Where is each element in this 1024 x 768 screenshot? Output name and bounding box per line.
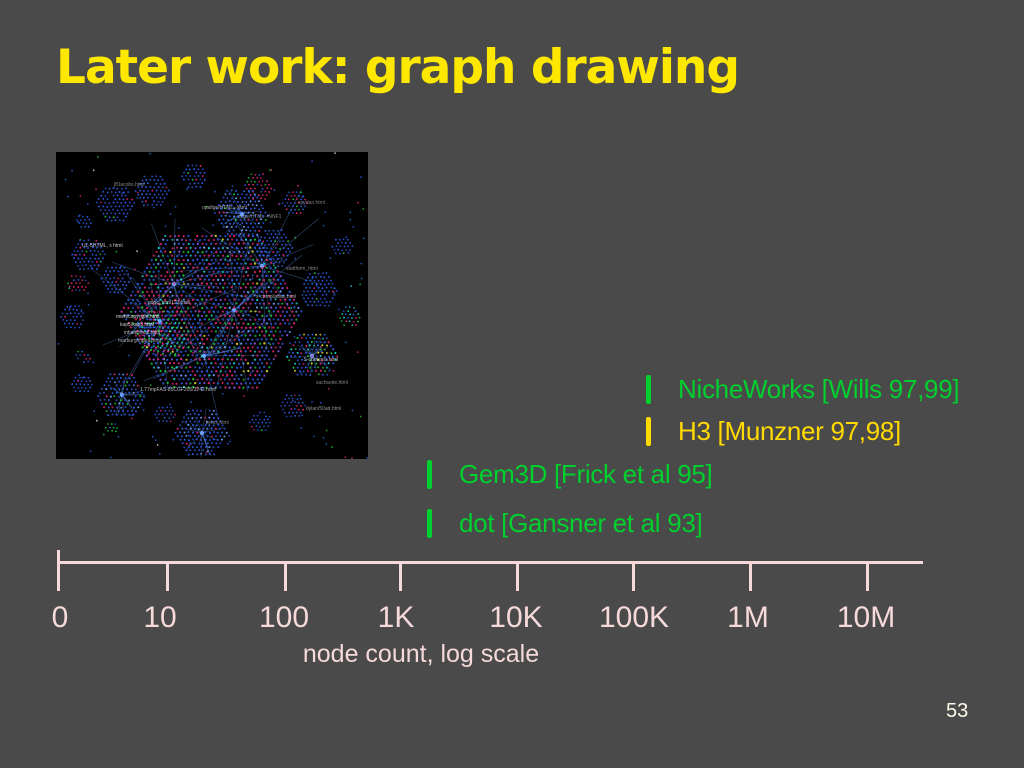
annotation-label: NicheWorks [Wills 97,99]: [678, 373, 960, 404]
annotation-label: dot [Gansner et al 93]: [459, 507, 703, 538]
svg-text:spyrlan.html: spyrlan.html: [298, 200, 325, 206]
annotation-label: Gem3D [Frick et al 95]: [459, 458, 713, 489]
svg-text:jffJacobs.html: jffJacobs.html: [113, 182, 144, 188]
axis-tick: [399, 564, 402, 591]
axis-caption: node count, log scale: [302, 640, 540, 668]
axis-tick: [866, 564, 869, 591]
axis-tick: [166, 564, 169, 591]
annotation-dot: dot [Gansner et al 93]: [427, 507, 703, 538]
annotation-gem3d: Gem3D [Frick et al 95]: [427, 458, 713, 489]
svg-text:opallge/HTML - html: opallge/HTML - html: [202, 205, 247, 211]
svg-text:suchseite.html: suchseite.html: [316, 380, 348, 386]
svg-text:bytes.html: bytes.html: [206, 420, 229, 426]
svg-text:stattform_html: stattform_html: [286, 266, 318, 272]
annotation-label: H3 [Munzner 97,98]: [678, 415, 901, 446]
annotation-h3: H3 [Munzner 97,98]: [646, 416, 901, 446]
svg-text:pdoc_html123.html: pdoc_html123.html: [148, 300, 190, 306]
timeline-marker-dot: [427, 508, 432, 538]
svg-text:5-contents.html: 5-contents.html: [304, 357, 338, 363]
slide-title: Later work: graph drawing: [56, 40, 740, 95]
page-number: 53: [946, 700, 969, 722]
axis-tick-label: 1K: [377, 601, 415, 634]
axis-tick: [284, 564, 287, 591]
axis-line: [57, 561, 923, 564]
svg-text:1.77mpFAS-85CGF200/3242.html: 1.77mpFAS-85CGF200/3242.html: [140, 387, 216, 393]
axis-tick: [57, 550, 60, 591]
axis-tick-label: 10: [143, 601, 177, 634]
svg-text:x-compilation.html: x-compilation.html: [256, 294, 296, 300]
annotation-nicheworks: NicheWorks [Wills 97,99]: [646, 373, 960, 404]
axis-tick-label: 1M: [727, 601, 769, 634]
timeline-marker-gem3d: [427, 459, 432, 489]
axis-tick: [749, 564, 752, 591]
svg-text:marburg/index.html: marburg/index.html: [118, 338, 161, 344]
axis-tick-label: 10M: [836, 601, 896, 634]
svg-text:kap5/kap5.html: kap5/kap5.html: [120, 322, 154, 328]
graph-visualization-image: UL-5HTML, s html jffJacobs.html opallge/HT…: [56, 152, 368, 459]
svg-text:inhalt/inhalt.html: inhalt/inhalt.html: [124, 330, 160, 336]
timeline-marker-h3: [646, 416, 651, 446]
svg-text:ange/HTML - NNF1: ange/HTML - NNF1: [238, 214, 282, 220]
svg-text:dylan/50ad.html: dylan/50ad.html: [306, 406, 341, 412]
axis-tick-label: 100: [258, 601, 310, 634]
graph-visualization-svg: UL-5HTML, s html jffJacobs.html opallge/HT…: [56, 152, 368, 459]
axis-tick-label: 100K: [598, 601, 670, 634]
axis-tick-label: 0: [51, 601, 69, 634]
axis-tick-label: 10K: [489, 601, 543, 634]
axis-tick: [632, 564, 635, 591]
timeline-marker-nicheworks: [646, 374, 651, 404]
svg-text:mwrt/copyright.html: mwrt/copyright.html: [116, 314, 159, 320]
svg-text:UL-5HTML, s html: UL-5HTML, s html: [82, 243, 123, 249]
axis-tick: [516, 564, 519, 591]
